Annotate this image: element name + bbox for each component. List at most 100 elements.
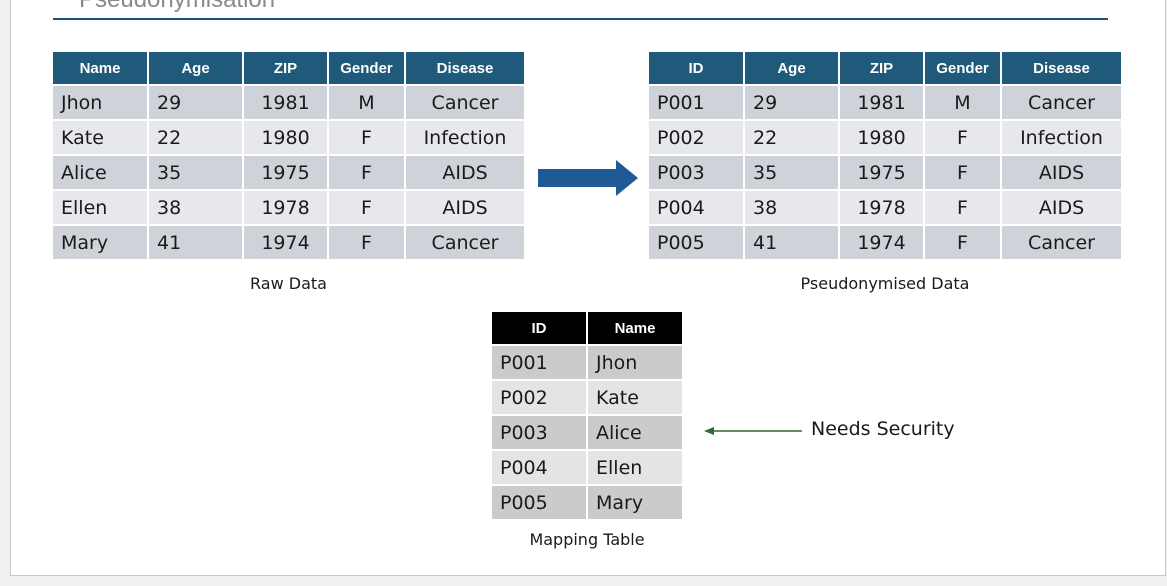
raw-cell-zip: 1980	[243, 120, 329, 156]
mapping-table: ID Name P001 Jhon P002 Kate P003 Alice P…	[492, 312, 682, 521]
mapping-cell-name: Jhon	[587, 345, 682, 381]
mapping-header-row: ID Name	[492, 312, 682, 346]
raw-cell-disease: AIDS	[405, 190, 524, 226]
pseudonymised-data-caption: Pseudonymised Data	[800, 274, 970, 293]
table-row: P003 Alice	[492, 415, 682, 451]
raw-cell-name: Kate	[53, 120, 149, 156]
raw-data-caption: Raw Data	[250, 274, 327, 293]
pseudo-header-gender: Gender	[924, 52, 1002, 86]
mapping-header-id: ID	[492, 312, 588, 346]
pseudo-header-disease: Disease	[1001, 52, 1121, 86]
pseudo-cell-id: P002	[649, 120, 745, 156]
raw-header-name: Name	[53, 52, 149, 86]
pseudo-cell-id: P003	[649, 155, 745, 191]
raw-header-row: Name Age ZIP Gender Disease	[53, 52, 524, 86]
mapping-table-caption: Mapping Table	[529, 530, 645, 549]
raw-cell-disease: Cancer	[405, 225, 524, 261]
pseudo-cell-id: P001	[649, 85, 745, 121]
pseudo-header-zip: ZIP	[839, 52, 925, 86]
pseudo-cell-disease: Cancer	[1001, 225, 1121, 261]
raw-cell-gender: F	[328, 225, 406, 261]
raw-cell-name: Jhon	[53, 85, 149, 121]
raw-cell-age: 35	[148, 155, 244, 191]
pseudo-cell-zip: 1980	[839, 120, 925, 156]
raw-cell-gender: F	[328, 190, 406, 226]
pseudo-cell-age: 35	[744, 155, 840, 191]
mapping-cell-name: Mary	[587, 485, 682, 521]
mapping-cell-id: P002	[492, 380, 588, 416]
table-row: P002 22 1980 F Infection	[649, 120, 1121, 156]
pseudo-cell-age: 41	[744, 225, 840, 261]
slide-title: Pseudonymisation	[79, 0, 275, 14]
mapping-cell-name: Kate	[587, 380, 682, 416]
raw-cell-age: 29	[148, 85, 244, 121]
pseudo-cell-id: P005	[649, 225, 745, 261]
raw-cell-zip: 1981	[243, 85, 329, 121]
table-row: P004 Ellen	[492, 450, 682, 486]
raw-cell-disease: Cancer	[405, 85, 524, 121]
table-row: P003 35 1975 F AIDS	[649, 155, 1121, 191]
pseudo-header-age: Age	[744, 52, 840, 86]
needs-security-arrow-icon	[704, 427, 802, 435]
raw-cell-zip: 1974	[243, 225, 329, 261]
raw-cell-zip: 1975	[243, 155, 329, 191]
pseudo-cell-disease: Cancer	[1001, 85, 1121, 121]
pseudonymised-data-table: ID Age ZIP Gender Disease P001 29 1981 M…	[649, 52, 1121, 261]
table-row: P005 Mary	[492, 485, 682, 521]
table-row: P005 41 1974 F Cancer	[649, 225, 1121, 261]
raw-cell-gender: F	[328, 120, 406, 156]
pseudo-cell-gender: M	[924, 85, 1002, 121]
table-row: Ellen 38 1978 F AIDS	[53, 190, 524, 226]
table-row: P002 Kate	[492, 380, 682, 416]
raw-cell-disease: AIDS	[405, 155, 524, 191]
table-row: Alice 35 1975 F AIDS	[53, 155, 524, 191]
mapping-header-name: Name	[587, 312, 682, 346]
pseudo-cell-gender: F	[924, 155, 1002, 191]
raw-cell-name: Ellen	[53, 190, 149, 226]
raw-cell-name: Mary	[53, 225, 149, 261]
pseudo-cell-zip: 1981	[839, 85, 925, 121]
raw-cell-gender: F	[328, 155, 406, 191]
raw-cell-age: 38	[148, 190, 244, 226]
pseudo-cell-age: 29	[744, 85, 840, 121]
pseudo-cell-gender: F	[924, 120, 1002, 156]
raw-header-zip: ZIP	[243, 52, 329, 86]
pseudo-cell-id: P004	[649, 190, 745, 226]
raw-header-disease: Disease	[405, 52, 524, 86]
raw-cell-zip: 1978	[243, 190, 329, 226]
raw-header-gender: Gender	[328, 52, 406, 86]
table-row: P004 38 1978 F AIDS	[649, 190, 1121, 226]
title-rule	[53, 18, 1108, 20]
mapping-cell-id: P004	[492, 450, 588, 486]
transform-arrow-icon	[538, 160, 638, 196]
table-row: P001 29 1981 M Cancer	[649, 85, 1121, 121]
mapping-cell-id: P005	[492, 485, 588, 521]
pseudo-header-id: ID	[649, 52, 745, 86]
table-row: P001 Jhon	[492, 345, 682, 381]
mapping-cell-id: P003	[492, 415, 588, 451]
pseudo-cell-disease: AIDS	[1001, 155, 1121, 191]
pseudo-cell-gender: F	[924, 225, 1002, 261]
pseudo-cell-age: 22	[744, 120, 840, 156]
pseudo-cell-age: 38	[744, 190, 840, 226]
raw-header-age: Age	[148, 52, 244, 86]
table-row: Kate 22 1980 F Infection	[53, 120, 524, 156]
pseudo-cell-zip: 1974	[839, 225, 925, 261]
raw-data-table: Name Age ZIP Gender Disease Jhon 29 1981…	[53, 52, 524, 261]
raw-cell-age: 22	[148, 120, 244, 156]
raw-cell-name: Alice	[53, 155, 149, 191]
mapping-cell-name: Ellen	[587, 450, 682, 486]
mapping-cell-name: Alice	[587, 415, 682, 451]
table-row: Jhon 29 1981 M Cancer	[53, 85, 524, 121]
raw-cell-gender: M	[328, 85, 406, 121]
mapping-cell-id: P001	[492, 345, 588, 381]
raw-cell-disease: Infection	[405, 120, 524, 156]
pseudo-header-row: ID Age ZIP Gender Disease	[649, 52, 1121, 86]
pseudo-cell-disease: Infection	[1001, 120, 1121, 156]
pseudo-cell-gender: F	[924, 190, 1002, 226]
pseudo-cell-zip: 1978	[839, 190, 925, 226]
table-row: Mary 41 1974 F Cancer	[53, 225, 524, 261]
raw-cell-age: 41	[148, 225, 244, 261]
pseudo-cell-disease: AIDS	[1001, 190, 1121, 226]
needs-security-label: Needs Security	[811, 418, 955, 440]
